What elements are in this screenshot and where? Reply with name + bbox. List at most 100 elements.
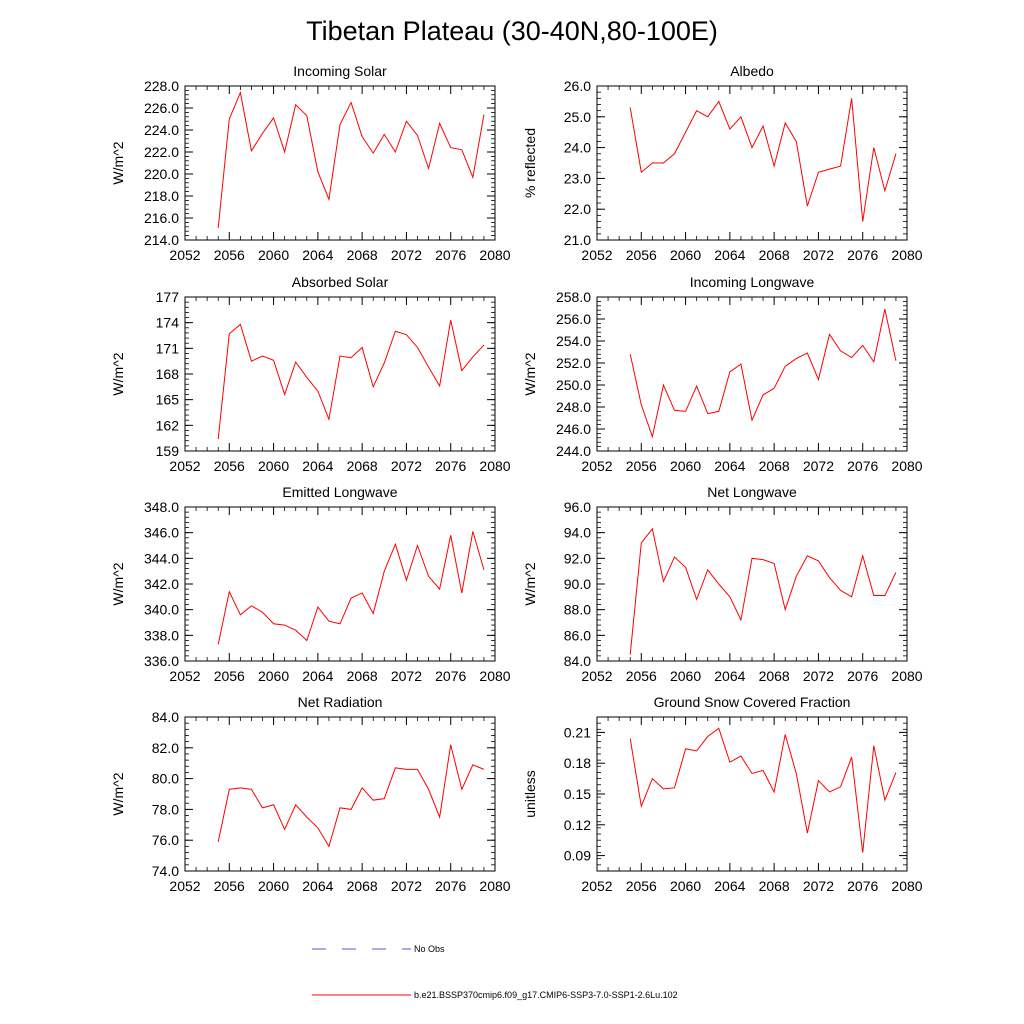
y-tick-label: 344.0 <box>144 550 179 566</box>
legend: No Obs b.e21.BSSP370cmip6.f09_g17.CMIP6-… <box>312 944 678 1000</box>
y-tick-label: 174 <box>156 315 180 331</box>
y-tick-label: 162 <box>156 417 180 433</box>
y-axis-label: W/m^2 <box>522 562 538 605</box>
x-tick-label: 2064 <box>302 247 333 263</box>
x-tick-label: 2068 <box>347 668 378 684</box>
x-tick-label: 2052 <box>581 668 612 684</box>
x-tick-label: 2060 <box>670 668 701 684</box>
y-tick-label: 244.0 <box>556 443 591 459</box>
panel-4: 2052 2056 2060 2064 2068 2072 2076 2080 244.0 246… <box>522 274 923 474</box>
y-tick-label: 92.0 <box>564 550 591 566</box>
x-tick-label: 2080 <box>479 878 510 894</box>
x-tick-label: 2064 <box>714 247 745 263</box>
panel-2: 2052 2056 2060 2064 2068 2072 2076 2080 21.0 22.0… <box>522 63 923 263</box>
series-line <box>629 308 897 439</box>
x-tick-label: 2052 <box>169 458 200 474</box>
x-tick-label: 2056 <box>626 247 657 263</box>
x-tick-label: 2068 <box>347 458 378 474</box>
x-tick-label: 2052 <box>581 458 612 474</box>
y-tick-label: 0.09 <box>564 848 591 864</box>
series-line <box>217 319 485 440</box>
x-tick-label: 2060 <box>258 878 289 894</box>
x-tick-label: 2076 <box>847 458 878 474</box>
y-tick-label: 26.0 <box>564 78 591 94</box>
panel-title: Incoming Longwave <box>690 274 815 290</box>
x-tick-label: 2080 <box>891 878 922 894</box>
x-tick-label: 2064 <box>302 458 333 474</box>
y-tick-label: 22.0 <box>564 201 591 217</box>
y-tick-label: 256.0 <box>556 311 591 327</box>
x-tick-label: 2072 <box>391 247 422 263</box>
x-tick-label: 2080 <box>479 458 510 474</box>
y-tick-label: 165 <box>156 392 180 408</box>
y-tick-label: 246.0 <box>556 421 591 437</box>
panel-title: Ground Snow Covered Fraction <box>654 694 851 710</box>
y-tick-label: 74.0 <box>152 863 179 879</box>
x-tick-label: 2056 <box>626 878 657 894</box>
y-tick-label: 254.0 <box>556 333 591 349</box>
plot-frame <box>184 716 496 872</box>
y-tick-label: 222.0 <box>144 144 179 160</box>
plot-frame <box>184 506 496 662</box>
x-tick-label: 2076 <box>435 247 466 263</box>
y-tick-label: 159 <box>156 443 180 459</box>
x-tick-label: 2080 <box>891 247 922 263</box>
x-tick-label: 2064 <box>302 668 333 684</box>
y-tick-label: 340.0 <box>144 602 179 618</box>
x-tick-label: 2072 <box>803 247 834 263</box>
x-tick-label: 2076 <box>847 878 878 894</box>
y-tick-label: 248.0 <box>556 399 591 415</box>
y-tick-label: 168 <box>156 366 180 382</box>
y-tick-label: 23.0 <box>564 170 591 186</box>
x-tick-label: 2060 <box>670 458 701 474</box>
series-line <box>217 531 485 645</box>
y-tick-label: 250.0 <box>556 377 591 393</box>
x-tick-label: 2056 <box>214 668 245 684</box>
panel-3: 2052 2056 2060 2064 2068 2072 2076 2080 159 162 16… <box>110 274 511 474</box>
y-tick-label: 86.0 <box>564 627 591 643</box>
x-tick-label: 2072 <box>391 878 422 894</box>
series-line <box>217 90 485 228</box>
y-tick-label: 224.0 <box>144 122 179 138</box>
x-tick-label: 2060 <box>258 458 289 474</box>
panel-5: 2052 2056 2060 2064 2068 2072 2076 2080 336.0 338… <box>110 484 511 684</box>
plot-frame <box>184 85 496 241</box>
x-tick-label: 2056 <box>214 247 245 263</box>
y-tick-label: 171 <box>156 340 180 356</box>
x-tick-label: 2072 <box>391 668 422 684</box>
x-tick-label: 2068 <box>347 878 378 894</box>
y-axis-label: W/m^2 <box>110 772 126 815</box>
panel-title: Absorbed Solar <box>292 274 389 290</box>
x-tick-label: 2076 <box>435 668 466 684</box>
y-tick-label: 0.18 <box>564 755 591 771</box>
plot-frame <box>596 716 908 872</box>
panel-title: Emitted Longwave <box>282 484 397 500</box>
figure-title: Tibetan Plateau (30-40N,80-100E) <box>306 16 718 46</box>
x-tick-label: 2060 <box>670 878 701 894</box>
y-tick-label: 228.0 <box>144 78 179 94</box>
legend-obs-label: No Obs <box>414 944 445 954</box>
y-tick-label: 90.0 <box>564 576 591 592</box>
y-tick-label: 84.0 <box>152 709 179 725</box>
x-tick-label: 2064 <box>302 878 333 894</box>
x-tick-label: 2052 <box>581 878 612 894</box>
x-tick-label: 2052 <box>169 878 200 894</box>
y-tick-label: 0.12 <box>564 817 591 833</box>
y-axis-label: W/m^2 <box>110 352 126 395</box>
plot-frame <box>596 85 908 241</box>
y-tick-label: 252.0 <box>556 355 591 371</box>
legend-model-label: b.e21.BSSP370cmip6.f09_g17.CMIP6-SSP3-7.… <box>414 990 678 1000</box>
x-tick-label: 2080 <box>891 668 922 684</box>
x-tick-label: 2060 <box>258 247 289 263</box>
series-line <box>629 727 897 853</box>
y-tick-label: 78.0 <box>152 801 179 817</box>
panel-title: Incoming Solar <box>293 63 387 79</box>
x-tick-label: 2064 <box>714 878 745 894</box>
x-tick-label: 2072 <box>803 458 834 474</box>
x-tick-label: 2056 <box>626 458 657 474</box>
y-axis-label: % reflected <box>522 128 538 198</box>
x-tick-label: 2076 <box>847 668 878 684</box>
panels: 2052 2056 2060 2064 2068 2072 2076 2080 214.0 216… <box>110 63 923 894</box>
series-line <box>629 98 897 222</box>
